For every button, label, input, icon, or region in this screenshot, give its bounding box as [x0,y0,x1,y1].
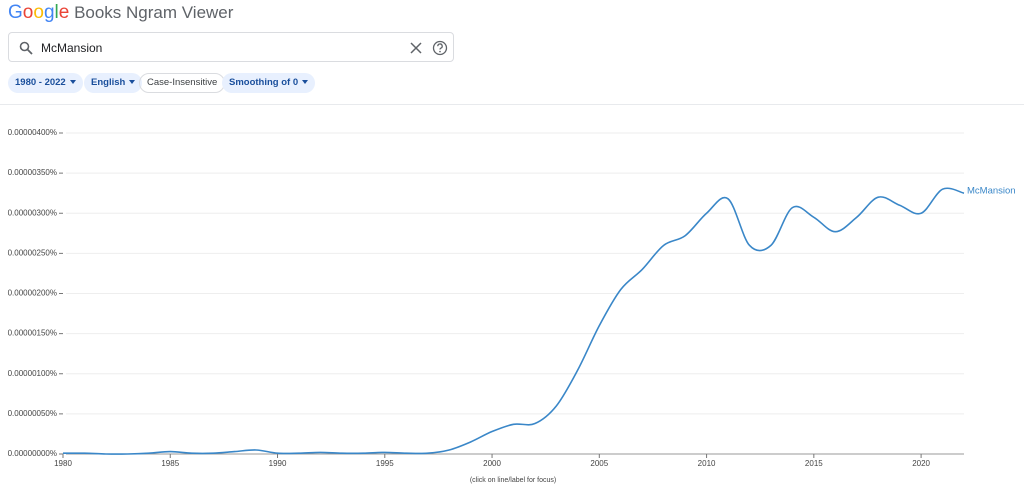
chart-footnote: (click on line/label for focus) [470,477,556,484]
x-tick-label: 1995 [376,459,394,468]
chart: (click on line/label for focus) 0.000000… [8,128,1016,484]
app-title: Books Ngram Viewer [74,3,234,22]
y-tick-label: 0.00000250% [8,248,57,257]
x-tick-label: 2020 [912,459,930,468]
x-tick-label: 2015 [805,459,823,468]
y-tick-label: 0.00000200% [8,289,57,298]
help-button[interactable] [432,40,448,56]
x-tick-label: 2000 [483,459,501,468]
y-tick-label: 0.00000000% [8,449,57,458]
x-tick-label: 1990 [269,459,287,468]
corpus-chip[interactable]: English [84,73,143,93]
x-tick-label: 1985 [161,459,179,468]
divider [0,104,1024,105]
x-tick-label: 1980 [54,459,72,468]
logo[interactable]: Google [8,2,70,23]
chip-label: Smoothing of 0 [229,77,299,88]
app-header: Google Books Ngram Viewer [8,2,233,24]
clear-button[interactable] [410,42,422,54]
y-tick-label: 0.00000050% [8,409,57,418]
y-tick-label: 0.00000150% [8,329,57,338]
smoothing-chip[interactable]: Smoothing of 0 [222,73,316,93]
x-tick-label: 2005 [590,459,608,468]
y-tick-label: 0.00000300% [8,208,57,217]
series-label[interactable]: McMansion [967,186,1016,197]
search-box[interactable]: McMansion [8,32,454,62]
chip-label: Case-Insensitive [147,77,218,88]
case-chip[interactable]: Case-Insensitive [139,73,226,93]
search-icon [19,41,33,55]
year-range-chip[interactable]: 1980 - 2022 [8,73,83,93]
y-tick-label: 0.00000400% [8,128,57,137]
series-line [62,187,965,455]
search-query[interactable]: McMansion [41,41,103,55]
chip-label: English [91,77,126,88]
chip-label: 1980 - 2022 [15,77,66,88]
y-tick-label: 0.00000350% [8,168,57,177]
y-tick-label: 0.00000100% [8,369,57,378]
x-tick-label: 2010 [698,459,716,468]
